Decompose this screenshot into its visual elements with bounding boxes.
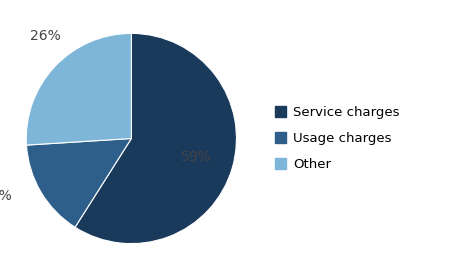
- Wedge shape: [26, 34, 131, 145]
- Wedge shape: [26, 138, 131, 227]
- Text: 59%: 59%: [181, 150, 212, 165]
- Text: 15%: 15%: [0, 189, 12, 203]
- Text: 26%: 26%: [30, 29, 61, 42]
- Legend: Service charges, Usage charges, Other: Service charges, Usage charges, Other: [275, 106, 400, 171]
- Wedge shape: [75, 34, 236, 243]
